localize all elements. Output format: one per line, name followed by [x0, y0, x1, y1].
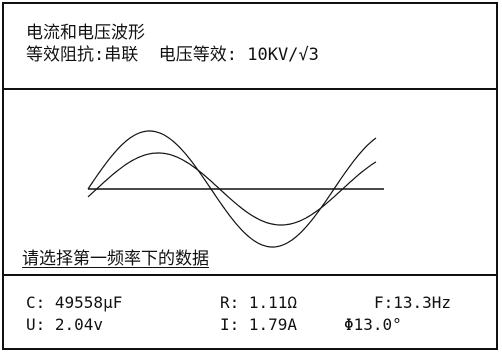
- impedance-value: 串联: [104, 45, 139, 65]
- phase-readout: Φ13.0°: [344, 315, 402, 334]
- frequency-prompt[interactable]: 请选择第一频率下的数据: [22, 249, 209, 269]
- header-panel: 电流和电压波形 等效阻抗:串联 电压等效: 10KV/√3: [4, 4, 496, 90]
- voltage-label: 电压等效:: [158, 45, 237, 65]
- voltage-waveform: [87, 152, 377, 226]
- settings-line: 等效阻抗:串联 电压等效: 10KV/√3: [26, 46, 319, 64]
- page-title: 电流和电压波形: [26, 23, 145, 43]
- capacitance-readout: C: 49558μF: [26, 293, 123, 312]
- voltage-value: 10KV/√3: [247, 45, 319, 65]
- resistance-readout: R: 1.11Ω: [220, 293, 298, 312]
- impedance-label: 等效阻抗:: [26, 45, 105, 65]
- waveform-plot: [4, 90, 496, 276]
- current-readout: I: 1.79A: [220, 315, 298, 334]
- frequency-readout: F:13.3Hz: [374, 293, 452, 312]
- waveform-svg: [87, 130, 384, 248]
- voltage-readout: U: 2.04v: [26, 315, 104, 334]
- divider: [4, 274, 496, 276]
- current-waveform: [87, 130, 377, 248]
- display-frame: 电流和电压波形 等效阻抗:串联 电压等效: 10KV/√3 请选择第一频率下的数…: [2, 2, 498, 350]
